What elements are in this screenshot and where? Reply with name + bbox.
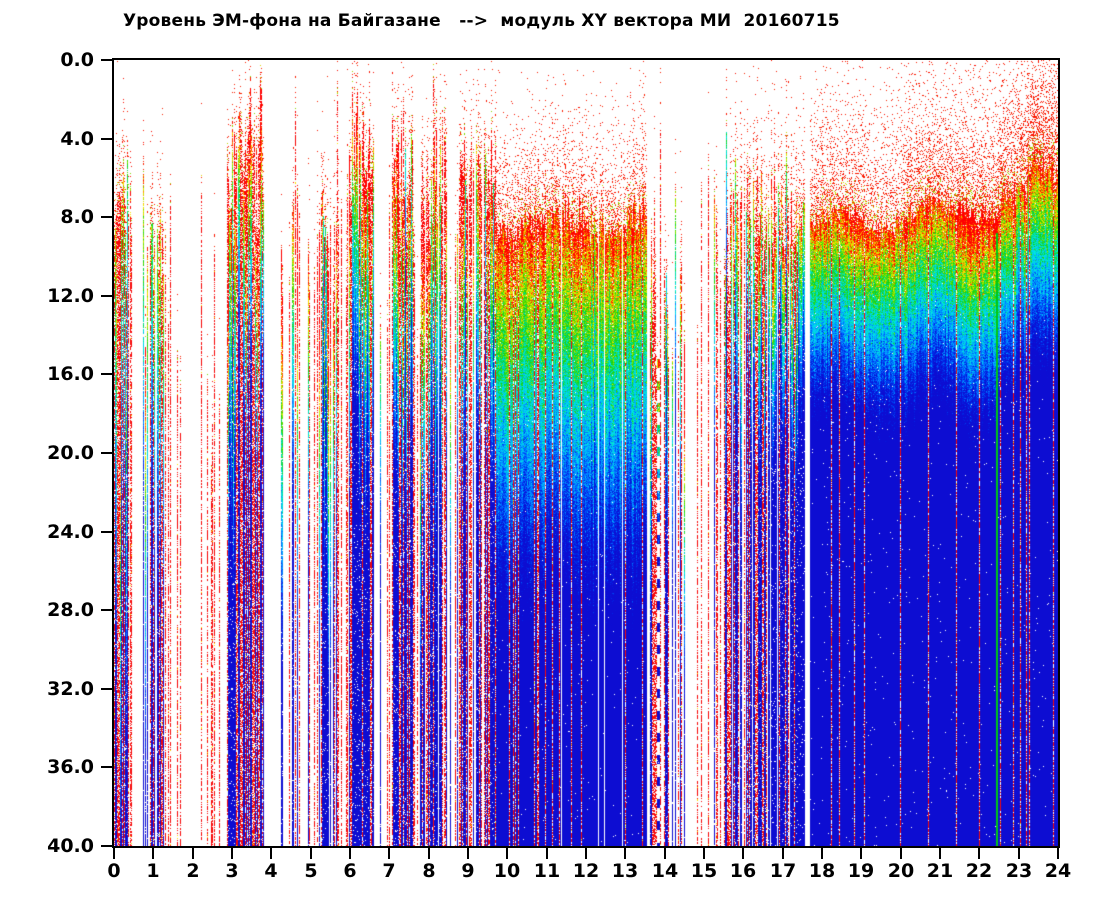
y-axis-tick: [101, 845, 114, 847]
x-axis-tick: [742, 848, 744, 859]
y-axis-tick-label: 12.0: [47, 285, 94, 307]
x-axis-tick-label: 22: [965, 860, 993, 882]
chart-title: Уровень ЭМ-фона на Байгазане --> модуль …: [123, 11, 840, 31]
x-axis-tick: [821, 848, 823, 859]
x-axis-tick: [1057, 848, 1059, 859]
x-axis-tick: [270, 848, 272, 859]
y-axis-tick-label: 20.0: [47, 442, 94, 464]
x-axis-tick: [585, 848, 587, 859]
y-axis-tick-label: 32.0: [47, 678, 94, 700]
x-axis-tick: [1018, 848, 1020, 859]
x-axis-tick: [152, 848, 154, 859]
x-axis-tick: [546, 848, 548, 859]
y-axis-tick: [101, 609, 114, 611]
x-axis-tick: [388, 848, 390, 859]
spectrogram-canvas: [114, 60, 1058, 846]
x-axis-tick-label: 12: [572, 860, 600, 882]
x-axis-tick: [860, 848, 862, 859]
y-axis-tick: [101, 59, 114, 61]
y-axis-tick-label: 36.0: [47, 756, 94, 778]
x-axis-tick-label: 19: [847, 860, 875, 882]
y-axis-tick-label: 28.0: [47, 599, 94, 621]
x-axis-tick: [231, 848, 233, 859]
y-axis-tick: [101, 138, 114, 140]
x-axis-tick: [782, 848, 784, 859]
x-axis-tick: [349, 848, 351, 859]
x-axis-tick: [939, 848, 941, 859]
x-axis-tick: [624, 848, 626, 859]
y-axis-tick-label: 40.0: [47, 835, 94, 857]
x-axis-tick: [113, 848, 115, 859]
x-axis-tick-label: 13: [611, 860, 639, 882]
x-axis-tick-label: 7: [382, 860, 396, 882]
x-axis-tick-label: 6: [343, 860, 357, 882]
x-axis-tick-label: 23: [1005, 860, 1033, 882]
y-axis-tick-label: 24.0: [47, 521, 94, 543]
x-axis-tick-label: 15: [690, 860, 718, 882]
x-axis-tick-label: 10: [493, 860, 521, 882]
x-axis-tick-label: 17: [769, 860, 797, 882]
x-axis-tick-label: 24: [1044, 860, 1072, 882]
x-axis-tick: [900, 848, 902, 859]
x-axis-tick: [428, 848, 430, 859]
y-axis-tick-label: 0.0: [60, 49, 94, 71]
y-axis-tick: [101, 295, 114, 297]
x-axis-tick: [310, 848, 312, 859]
x-axis-tick-label: 18: [808, 860, 836, 882]
y-axis-tick-label: 16.0: [47, 363, 94, 385]
x-axis-tick: [506, 848, 508, 859]
x-axis-tick: [703, 848, 705, 859]
y-axis-tick: [101, 452, 114, 454]
y-axis-tick: [101, 766, 114, 768]
x-axis-tick: [664, 848, 666, 859]
x-axis-tick-label: 3: [225, 860, 239, 882]
y-axis-tick-label: 8.0: [60, 206, 94, 228]
x-axis-tick-label: 14: [651, 860, 679, 882]
x-axis-tick: [467, 848, 469, 859]
x-axis-tick-label: 8: [422, 860, 436, 882]
y-axis-tick: [101, 216, 114, 218]
y-axis-tick-label: 4.0: [60, 128, 94, 150]
x-axis-tick: [978, 848, 980, 859]
x-axis-tick-label: 21: [926, 860, 954, 882]
x-axis-tick-label: 9: [461, 860, 475, 882]
x-axis-tick-label: 11: [533, 860, 561, 882]
x-axis-tick-label: 1: [146, 860, 160, 882]
y-axis-tick: [101, 531, 114, 533]
x-axis-tick: [192, 848, 194, 859]
x-axis-tick-label: 16: [729, 860, 757, 882]
x-axis-tick-label: 0: [107, 860, 121, 882]
x-axis-tick-label: 20: [887, 860, 915, 882]
x-axis-tick-label: 2: [186, 860, 200, 882]
x-axis-tick-label: 5: [304, 860, 318, 882]
y-axis-tick: [101, 688, 114, 690]
y-axis-tick: [101, 373, 114, 375]
x-axis-tick-label: 4: [264, 860, 278, 882]
